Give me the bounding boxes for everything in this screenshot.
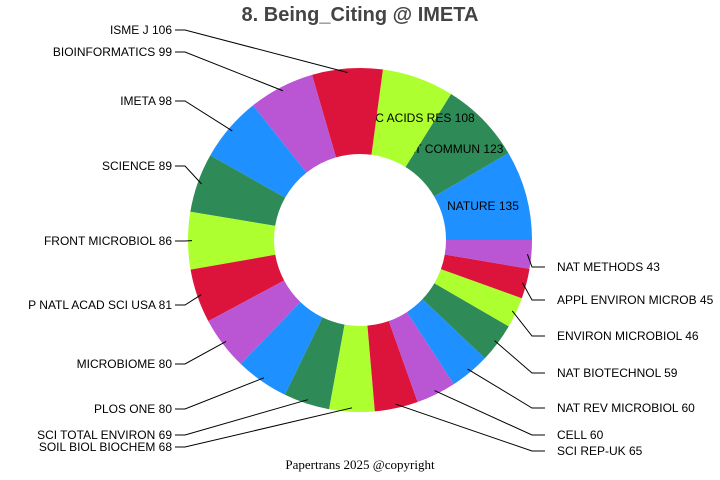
slice-label-front-microbiol: FRONT MICROBIOL 86 <box>44 234 172 248</box>
slice-front-microbiol <box>188 211 276 270</box>
chart-title: 8. Being_Citing @ IMETA <box>241 4 479 26</box>
slice-plos-one <box>240 301 323 395</box>
leader-line-appl-environ-microb <box>522 282 545 301</box>
slice-label-science: SCIENCE 89 <box>102 159 172 173</box>
slice-label-soil-biol-biochem: SOIL BIOL BIOCHEM 68 <box>39 440 172 454</box>
leader-line-science <box>175 165 202 185</box>
slice-environ-microbiol <box>434 269 522 327</box>
slice-appl-environ-microb <box>440 254 530 299</box>
slice-label-nat-commun: NAT COMMUN 123 <box>399 142 504 156</box>
leader-line-soil-biol-biochem <box>175 407 353 448</box>
leader-line-environ-microbiol <box>511 310 545 337</box>
slice-microbiome <box>208 280 301 364</box>
leader-line-sci-total-environ <box>175 399 308 436</box>
slice-label-cell: CELL 60 <box>557 428 604 442</box>
slice-label-sci-total-environ: SCI TOTAL ENVIRON 69 <box>37 428 172 442</box>
slice-nature <box>434 153 532 240</box>
leader-line-sci-rep-uk <box>395 403 545 452</box>
slice-imeta <box>210 105 307 198</box>
slice-label-p-natl-acad-sci-usa: P NATL ACAD SCI USA 81 <box>28 298 172 312</box>
slice-label-nature: NATURE 135 <box>447 199 519 213</box>
slice-p-natl-acad-sci-usa <box>190 254 285 322</box>
slice-soil-biol-biochem <box>329 324 375 412</box>
leader-line-microbiome <box>175 340 227 365</box>
slice-sci-total-environ <box>284 317 345 410</box>
slice-nat-methods <box>444 240 532 269</box>
leader-line-imeta <box>175 100 233 132</box>
slice-nucleic-acids-res <box>371 69 452 168</box>
slice-label-microbiome: MICROBIOME 80 <box>77 357 173 371</box>
slice-label-sci-rep-uk: SCI REP-UK 65 <box>557 444 643 458</box>
leader-line-nat-methods <box>526 253 545 268</box>
slice-label-environ-microbiol: ENVIRON MICROBIOL 46 <box>557 329 699 343</box>
leader-line-plos-one <box>175 377 265 410</box>
slice-label-nat-methods: NAT METHODS 43 <box>557 260 660 274</box>
slice-label-bioinformatics: BIOINFORMATICS 99 <box>53 45 172 59</box>
leader-line-cell <box>434 390 545 436</box>
slice-label-nat-biotechnol: NAT BIOTECHNOL 59 <box>557 366 678 380</box>
slice-nat-rev-microbiol <box>406 299 485 385</box>
slice-label-imeta: IMETA 98 <box>120 94 172 108</box>
slice-nat-commun <box>405 94 509 197</box>
leader-line-bioinformatics <box>175 51 284 92</box>
slice-sci-rep-uk <box>367 321 418 412</box>
slice-label-appl-environ-microb: APPL ENVIRON MICROB 45 <box>557 293 714 307</box>
slice-label-isme-j: ISME J 106 <box>110 23 172 37</box>
slice-nat-biotechnol <box>422 283 509 359</box>
slice-cell <box>388 312 454 403</box>
slice-science <box>190 155 286 226</box>
copyright-footer: Papertrans 2025 @copyright <box>285 457 435 472</box>
slice-bioinformatics <box>252 74 337 173</box>
leader-line-nat-rev-microbiol <box>467 368 545 409</box>
slice-label-nat-rev-microbiol: NAT REV MICROBIOL 60 <box>557 401 695 415</box>
leader-line-isme-j <box>175 29 348 73</box>
slice-label-plos-one: PLOS ONE 80 <box>94 402 172 416</box>
leader-line-nat-biotechnol <box>494 340 545 374</box>
slice-isme-j <box>312 68 383 158</box>
leader-line-p-natl-acad-sci-usa <box>175 294 202 306</box>
